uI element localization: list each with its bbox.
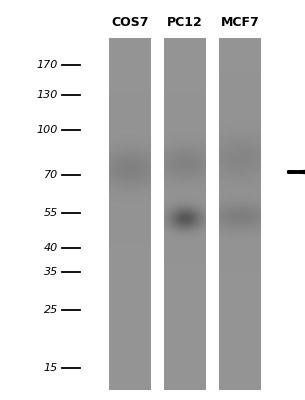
Text: MCF7: MCF7 [221,16,259,28]
Text: 130: 130 [37,90,58,100]
Text: 25: 25 [44,305,58,315]
Text: PC12: PC12 [167,16,203,28]
Text: 40: 40 [44,243,58,253]
Text: 100: 100 [37,125,58,135]
Text: 70: 70 [44,170,58,180]
Text: 35: 35 [44,267,58,277]
Text: 170: 170 [37,60,58,70]
Text: 15: 15 [44,363,58,373]
Text: COS7: COS7 [111,16,149,28]
Text: 55: 55 [44,208,58,218]
